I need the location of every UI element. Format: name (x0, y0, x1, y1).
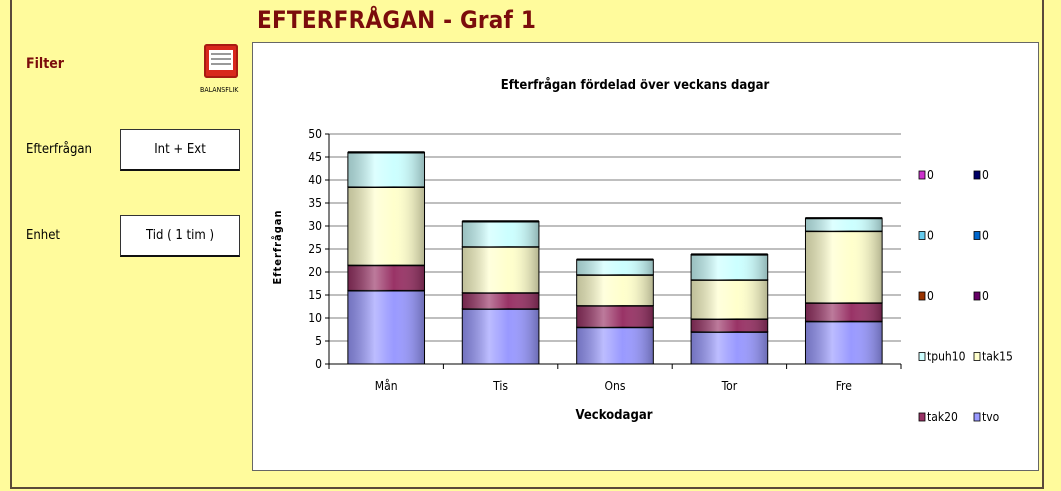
legend-swatch (973, 352, 981, 361)
y-axis-label: Efterfrågan (271, 209, 284, 284)
legend-swatch (918, 170, 926, 180)
filter-label: Filter (26, 56, 65, 72)
bar-segment-shading (691, 331, 768, 364)
y-tick-label: 10 (308, 311, 322, 325)
legend-item-label: tpuh10 (927, 350, 966, 364)
legend-swatch (973, 291, 981, 301)
bar-segment-shading (576, 327, 654, 364)
y-tick-label: 45 (308, 150, 322, 164)
enhet-button[interactable]: Tid ( 1 tim ) (120, 215, 240, 257)
window-frame (10, 0, 1044, 489)
efterfragan-button[interactable]: Int + Ext (120, 129, 240, 171)
legend-swatch (918, 291, 926, 301)
x-tick-label: Tis (492, 379, 508, 393)
bar-segment-shading (462, 221, 539, 247)
bar-segment-shading (805, 321, 883, 364)
bar-segment-shading (462, 308, 539, 364)
balance-sheet-icon[interactable] (204, 44, 238, 78)
y-tick-label: 25 (308, 242, 322, 256)
y-tick-label: 50 (308, 127, 322, 141)
chart-legend: 0 0 0 0 0 0 tpuh10 tak15 tak20 tvo (918, 168, 1013, 424)
x-axis-label: Veckodagar (576, 408, 653, 423)
balans-icon-label: BALANSFLIK (200, 86, 239, 94)
legend-item-label: 0 (982, 168, 989, 182)
legend-item-label: tak15 (982, 350, 1013, 364)
legend-item-label: 0 (927, 229, 934, 243)
x-tick-label: Ons (605, 379, 626, 393)
bar-segment-shading (576, 305, 654, 328)
bar-segment-shading (691, 279, 768, 319)
chart-title: Efterfrågan fördelad över veckans dagar (501, 78, 770, 93)
y-tick-label: 0 (315, 357, 322, 371)
stacked-bar-chart: Efterfrågan fördelad över veckans dagar … (271, 78, 1013, 424)
y-tick-label: 40 (308, 173, 322, 187)
bar-segment-shading (462, 246, 539, 293)
y-tick-label: 35 (308, 196, 322, 210)
legend-swatch (918, 352, 926, 361)
bar-segment-shading (576, 274, 654, 306)
bar-segment-shading (347, 290, 425, 364)
efterfragan-label: Efterfrågan (26, 142, 92, 157)
bar-segment-shading (805, 231, 883, 303)
y-tick-label: 20 (308, 265, 322, 279)
balance-sheet-icon-paper (209, 50, 233, 70)
legend-swatch (918, 231, 926, 240)
bar-segment-shading (462, 292, 539, 309)
chart-area: Efterfrågan fördelad över veckans dagar … (252, 42, 1039, 471)
bar-segment-shading (805, 218, 883, 232)
y-tick-label: 15 (308, 288, 322, 302)
bar-segment-shading (691, 318, 768, 332)
y-tick-label: 30 (308, 219, 322, 233)
page-title: EFTERFRÅGAN - Graf 1 (257, 6, 537, 34)
y-tick-label: 5 (315, 334, 322, 348)
legend-swatch (973, 231, 981, 240)
legend-swatch (918, 412, 926, 422)
bar-segment-shading (576, 259, 654, 275)
legend-item-label: 0 (927, 168, 934, 182)
legend-item-label: 0 (927, 289, 934, 303)
enhet-label: Enhet (26, 228, 60, 243)
chart-axes: 0 5 10 15 20 25 30 35 40 45 50 Mån Tis Ons Tor Fre (308, 127, 902, 393)
bar-segment-shading (805, 302, 883, 322)
bar-segment-shading (347, 265, 425, 291)
bar-segment-shading (691, 254, 768, 280)
legend-item-label: tvo (982, 410, 1000, 424)
chart-bars (347, 151, 883, 365)
x-tick-label: Tor (721, 379, 738, 393)
legend-item-label: 0 (982, 229, 989, 243)
x-tick-label: Fre (836, 379, 853, 393)
legend-swatch (973, 412, 981, 422)
legend-item-label: 0 (982, 289, 989, 303)
bar-segment-shading (347, 152, 425, 187)
legend-item-label: tak20 (927, 410, 958, 424)
x-tick-label: Mån (375, 379, 398, 393)
legend-swatch (973, 170, 981, 180)
bar-segment-shading (347, 186, 425, 266)
